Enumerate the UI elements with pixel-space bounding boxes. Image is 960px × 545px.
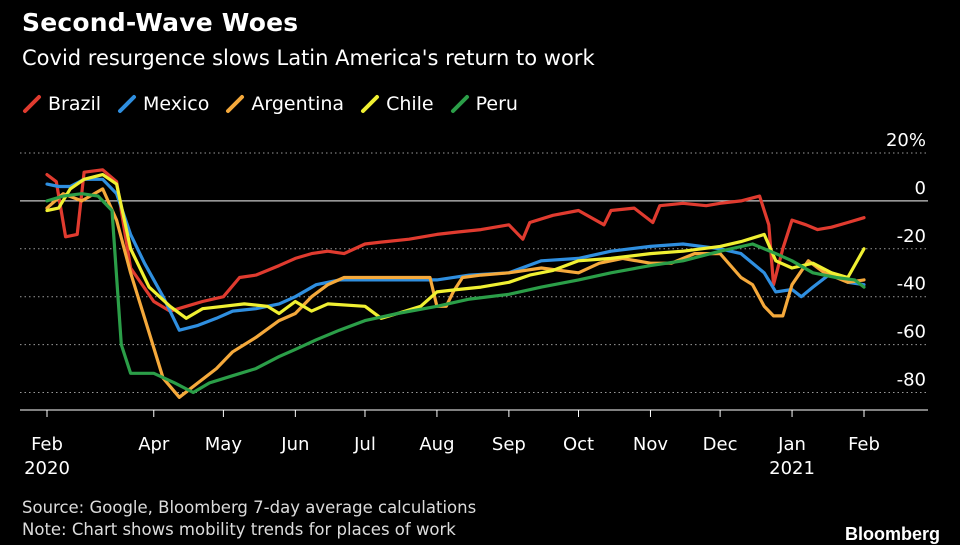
- legend-label-argentina: Argentina: [251, 93, 345, 115]
- legend-item-mexico: Mexico: [117, 93, 209, 115]
- x-tick-label: Sep: [492, 434, 526, 455]
- y-tick-label: -20: [897, 226, 926, 247]
- y-tick-label: -80: [897, 370, 926, 391]
- series-line-argentina: [45, 187, 866, 399]
- y-tick-label: 20%: [886, 130, 926, 151]
- legend-label-mexico: Mexico: [143, 93, 210, 115]
- x-tick-label: Apr: [138, 434, 170, 455]
- legend-item-peru: Peru: [450, 93, 518, 115]
- x-tick-label: Jul: [353, 434, 376, 455]
- x-tick-label: Nov: [633, 434, 668, 455]
- legend-item-chile: Chile: [360, 93, 434, 115]
- legend: Brazil Mexico Argentina Chile Peru: [22, 93, 518, 115]
- chart-note: Note: Chart shows mobility trends for pl…: [22, 520, 456, 539]
- y-tick-label: -40: [897, 274, 926, 295]
- x-tick-label: Oct: [563, 434, 594, 455]
- chart-title: Second-Wave Woes: [22, 8, 299, 37]
- y-tick-label: 0: [915, 178, 926, 199]
- x-tick-label: Aug: [419, 434, 454, 455]
- legend-swatch-argentina: [226, 95, 245, 113]
- series-line-mexico: [45, 177, 866, 332]
- legend-swatch-brazil: [23, 95, 41, 113]
- x-tick-label: Feb: [31, 434, 63, 455]
- x-tick-label: Feb: [848, 434, 880, 455]
- x-tick-label: May: [205, 434, 243, 455]
- legend-label-peru: Peru: [475, 93, 518, 115]
- x-tick-label: Dec: [703, 434, 738, 455]
- x-tick-sublabel: 2020: [24, 458, 70, 479]
- footer: Source: Google, Bloomberg 7-day average …: [22, 497, 476, 541]
- chart-subtitle: Covid resurgence slows Latin America's r…: [22, 46, 595, 70]
- x-tick-sublabel: 2021: [769, 458, 815, 479]
- legend-swatch-peru: [450, 95, 469, 113]
- x-tick-label: Jan: [777, 434, 806, 455]
- legend-item-brazil: Brazil: [22, 93, 101, 115]
- legend-swatch-mexico: [118, 95, 137, 113]
- legend-label-chile: Chile: [386, 93, 434, 115]
- legend-label-brazil: Brazil: [48, 93, 102, 115]
- series-line-peru: [45, 192, 866, 395]
- y-tick-label: -60: [897, 322, 926, 343]
- legend-item-argentina: Argentina: [225, 93, 344, 115]
- series-line-brazil: [45, 168, 866, 313]
- x-tick-label: Jun: [280, 434, 309, 455]
- legend-swatch-chile: [361, 95, 380, 113]
- bloomberg-logo: Bloomberg: [844, 524, 940, 544]
- source-note: Source: Google, Bloomberg 7-day average …: [22, 498, 477, 517]
